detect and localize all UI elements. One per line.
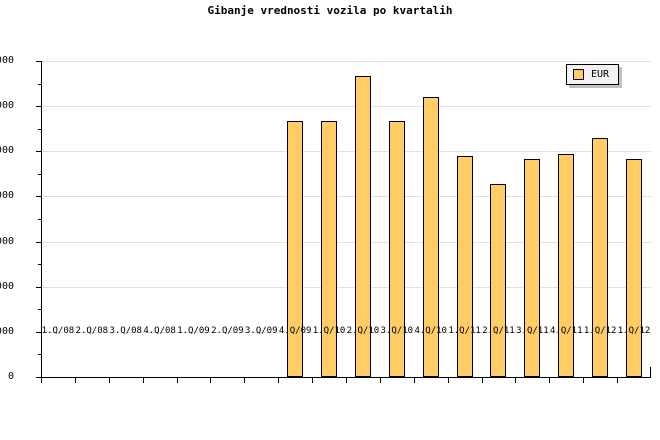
x-tick-14 — [515, 378, 516, 383]
x-tick-4 — [177, 378, 178, 383]
bar[interactable] — [626, 159, 642, 377]
y-axis-label-5000: 5000 — [0, 145, 14, 157]
y-tick-4000 — [36, 196, 41, 197]
x-tick-13 — [482, 378, 483, 383]
x-tick-11 — [414, 378, 415, 383]
x-axis-label-2: 3.Q/08 — [109, 326, 142, 336]
y-tick-500 — [38, 354, 41, 355]
y-tick-2500 — [38, 264, 41, 265]
y-tick-3000 — [36, 242, 41, 243]
gridline-7000 — [42, 61, 651, 62]
x-axis-label-12: 1.Q/11 — [448, 326, 481, 336]
bar[interactable] — [321, 121, 337, 377]
x-tick-10 — [380, 378, 381, 383]
y-tick-1500 — [38, 309, 41, 310]
x-axis-label-10: 3.Q/10 — [380, 326, 414, 336]
y-tick-6000 — [36, 106, 41, 107]
bar[interactable] — [287, 121, 303, 377]
x-axis-label-15: 4.Q/11 — [550, 326, 583, 336]
x-tick-15 — [549, 378, 550, 383]
x-axis-label-3: 4.Q/08 — [143, 326, 176, 336]
x-axis-label-16: 1.Q/12 — [583, 326, 617, 336]
gridline-2000 — [42, 287, 651, 288]
y-axis-label-0: 0 — [7, 371, 14, 382]
bar[interactable] — [389, 121, 405, 377]
y-axis-label-3000: 3000 — [0, 235, 14, 247]
x-axis-label-1: 2.Q/08 — [75, 326, 109, 336]
gridline-6000 — [42, 106, 651, 107]
x-axis-label-4: 1.Q/09 — [177, 326, 210, 336]
y-axis-label-1000: 1000 — [0, 325, 14, 337]
bar[interactable] — [592, 138, 608, 377]
bar[interactable] — [457, 156, 473, 377]
bar[interactable] — [524, 159, 540, 377]
plot-area — [36, 61, 651, 383]
y-tick-3500 — [38, 219, 41, 220]
x-tick-7 — [278, 378, 279, 383]
x-axis-label-8: 1.Q/10 — [312, 326, 346, 336]
x-tick-12 — [448, 378, 449, 383]
x-axis-label-9: 2.Q/10 — [346, 326, 380, 336]
y-axis-line — [41, 61, 42, 378]
x-axis-end-cap — [650, 367, 651, 378]
y-tick-2000 — [36, 287, 41, 288]
x-axis-label-6: 3.Q/09 — [245, 326, 278, 336]
x-axis-label-7: 4.Q/09 — [278, 326, 312, 336]
legend-label-eur: EUR — [591, 69, 610, 80]
bar[interactable] — [355, 76, 371, 377]
x-axis-label-5: 2.Q/09 — [211, 326, 244, 336]
y-axis-label-2000: 2000 — [0, 280, 14, 292]
x-tick-2 — [109, 378, 110, 383]
x-axis-label-11: 4.Q/10 — [414, 326, 447, 336]
gridline-3000 — [42, 242, 651, 243]
x-tick-16 — [583, 378, 584, 383]
x-tick-1 — [75, 378, 76, 383]
y-tick-7000 — [36, 61, 41, 62]
y-axis-label-4000: 4000 — [0, 190, 14, 202]
bar[interactable] — [490, 184, 506, 377]
x-tick-6 — [244, 378, 245, 383]
x-tick-9 — [346, 378, 347, 383]
gridline-5000 — [42, 151, 651, 152]
x-tick-3 — [143, 378, 144, 383]
gridline-1000 — [42, 332, 651, 333]
y-axis-label-7000: 7000 — [0, 55, 14, 66]
chart-title: Gibanje vrednosti vozila po kvartalih — [207, 4, 453, 17]
y-axis-label-6000: 6000 — [0, 100, 14, 112]
y-tick-5000 — [36, 151, 41, 152]
y-tick-1000 — [36, 332, 41, 333]
x-axis-line — [41, 377, 651, 378]
gridline-4000 — [42, 196, 651, 197]
legend[interactable]: EUR — [566, 64, 620, 85]
x-tick-8 — [312, 378, 313, 383]
x-tick-17 — [617, 378, 618, 383]
bar[interactable] — [558, 154, 574, 377]
y-tick-6500 — [38, 84, 41, 85]
y-tick-4500 — [38, 174, 41, 175]
x-tick-0 — [41, 378, 42, 383]
bar[interactable] — [423, 97, 439, 377]
x-axis-label-13: 2.Q/11 — [482, 326, 515, 336]
y-tick-0 — [36, 377, 41, 378]
legend-swatch-eur — [573, 69, 584, 80]
y-tick-5500 — [38, 129, 41, 130]
x-axis-label-17: 1.Q/12 — [617, 326, 651, 336]
x-axis-label-14: 3.Q/11 — [516, 326, 549, 336]
x-axis-label-0: 1.Q/08 — [41, 326, 75, 336]
x-tick-5 — [210, 378, 211, 383]
